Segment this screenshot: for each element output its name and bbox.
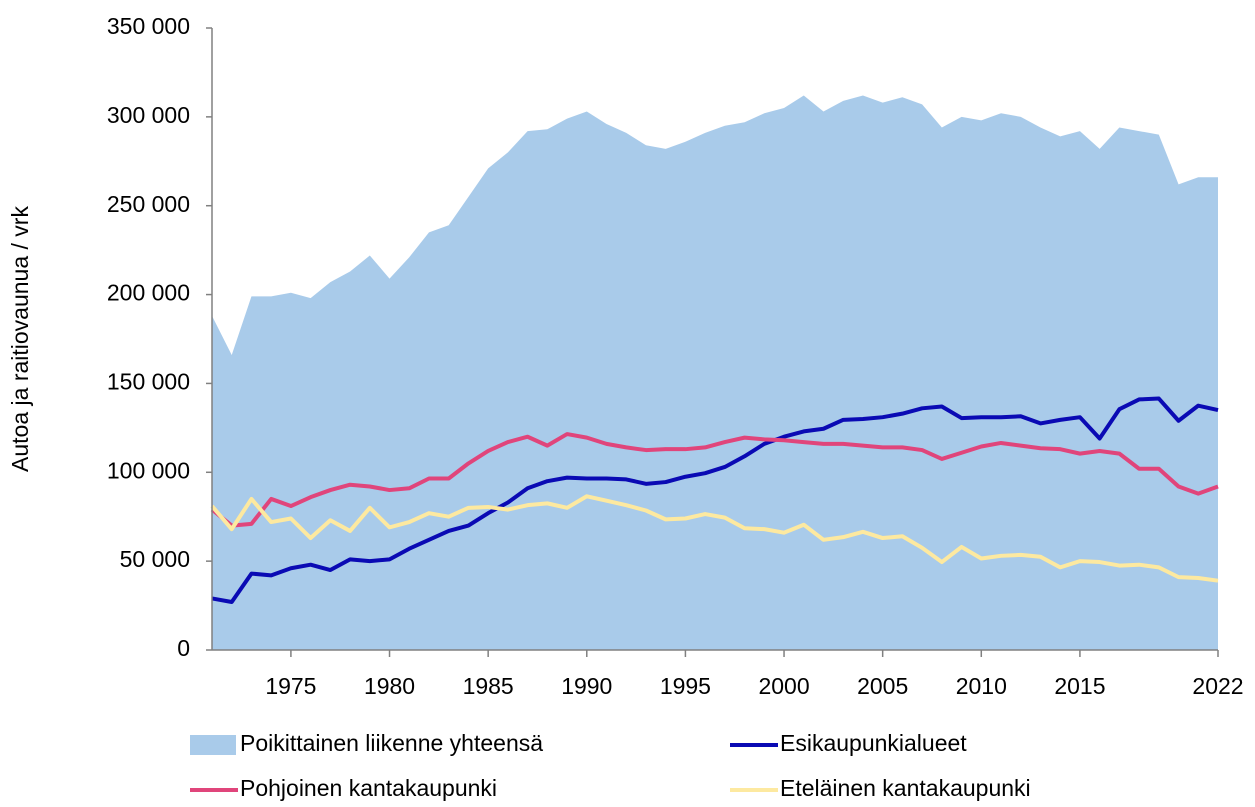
x-tick-label: 1975 [265, 673, 316, 699]
y-tick-label: 300 000 [107, 102, 190, 128]
x-tick-label: 2015 [1054, 673, 1105, 699]
legend-label: Esikaupunkialueet [780, 730, 967, 756]
legend-label: Pohjoinen kantakaupunki [240, 775, 497, 801]
legend-label: Poikittainen liikenne yhteensä [240, 730, 543, 756]
line [210, 494, 1219, 583]
x-tick-label: 2005 [857, 673, 908, 699]
legend-label: Eteläinen kantakaupunki [780, 775, 1031, 801]
y-tick-label: 50 000 [120, 546, 190, 572]
y-tick-label: 150 000 [107, 369, 190, 395]
x-tick-label: 2022 [1192, 673, 1243, 699]
y-tick-label: 350 000 [107, 13, 190, 39]
y-tick-label: 100 000 [107, 457, 190, 483]
y-tick-label: 250 000 [107, 191, 190, 217]
x-tick-label: 1980 [364, 673, 415, 699]
x-tick-label: 2000 [758, 673, 809, 699]
x-tick-label: 1995 [660, 673, 711, 699]
x-tick-label: 2010 [956, 673, 1007, 699]
y-axis-label: Autoa ja raitiovaunua / vrk [7, 206, 33, 472]
y-tick-label: 0 [177, 635, 190, 661]
line [210, 432, 1219, 528]
line [211, 396, 1219, 605]
y-tick-label: 200 000 [107, 280, 190, 306]
legend-swatch [190, 735, 236, 755]
x-tick-label: 1990 [561, 673, 612, 699]
x-tick-label: 1985 [463, 673, 514, 699]
